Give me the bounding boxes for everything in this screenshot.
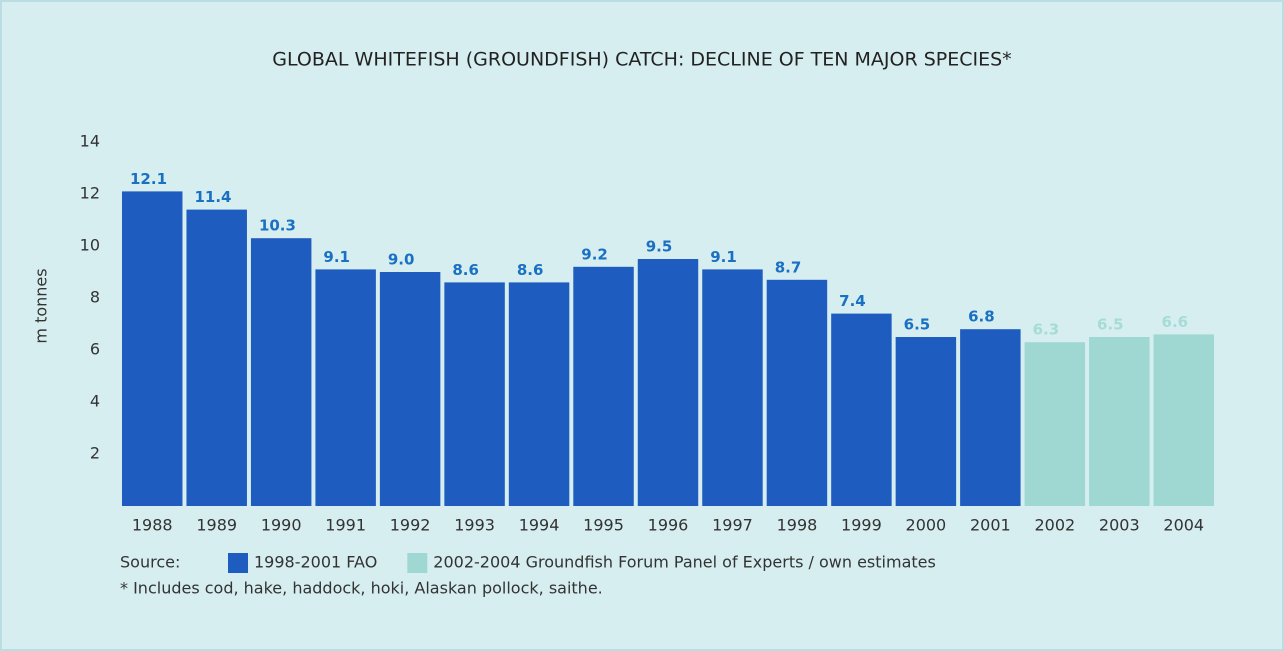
bar [122,191,182,506]
bar [1025,342,1085,506]
y-tick-label: 14 [80,132,100,151]
bar [315,269,375,506]
bar [444,282,504,506]
value-label: 9.1 [323,248,350,266]
x-tick-label: 1992 [390,516,431,535]
x-tick-label: 1998 [777,516,818,535]
y-tick-label: 8 [90,288,100,307]
value-label: 8.6 [517,261,544,279]
value-label: 6.8 [968,308,995,326]
x-tick-label: 1989 [196,516,237,535]
x-tick-label: 1994 [519,516,560,535]
bar [960,329,1020,506]
value-label: 8.6 [452,261,479,279]
value-label: 11.4 [194,188,231,206]
y-axis-label: m tonnes [32,268,51,343]
value-label: 6.5 [904,316,931,334]
value-label: 6.6 [1162,313,1189,331]
x-tick-label: 2000 [906,516,947,535]
value-label: 6.5 [1097,316,1124,334]
value-label: 6.3 [1033,321,1060,339]
bar [831,314,891,506]
y-tick-label: 2 [90,444,100,463]
x-tick-label: 1996 [648,516,689,535]
x-tick-label: 1995 [583,516,624,535]
bar [186,210,246,506]
x-tick-label: 2003 [1099,516,1140,535]
bar [380,272,440,506]
y-tick-label: 12 [80,184,100,203]
value-label: 12.1 [130,170,167,188]
chart: GLOBAL WHITEFISH (GROUNDFISH) CATCH: DEC… [0,0,1284,651]
x-tick-label: 1991 [325,516,366,535]
footnote: * Includes cod, hake, haddock, hoki, Ala… [120,579,603,598]
x-tick-label: 2001 [970,516,1011,535]
bar [1089,337,1149,506]
x-tick-label: 1988 [132,516,173,535]
x-tick-label: 2002 [1034,516,1075,535]
x-tick-label: 1993 [454,516,495,535]
legend-swatch [228,553,248,573]
bar [702,269,762,506]
y-tick-label: 10 [80,236,100,255]
value-label: 9.5 [646,238,673,256]
x-tick-label: 1999 [841,516,882,535]
bar [1154,334,1214,506]
y-tick-label: 6 [90,340,100,359]
bar [573,267,633,506]
value-label: 8.7 [775,258,802,276]
y-tick-label: 4 [90,392,100,411]
legend-swatch [407,553,427,573]
value-label: 10.3 [259,217,296,235]
source-label: Source: [120,553,180,572]
x-tick-label: 2004 [1163,516,1204,535]
value-label: 9.1 [710,248,737,266]
value-label: 7.4 [839,292,866,310]
chart-title: GLOBAL WHITEFISH (GROUNDFISH) CATCH: DEC… [272,49,1011,71]
legend-label: 1998-2001 FAO [254,553,377,572]
value-label: 9.2 [581,245,608,263]
x-tick-label: 1997 [712,516,753,535]
x-tick-label: 1990 [261,516,302,535]
bar [251,238,311,506]
value-label: 9.0 [388,251,415,269]
legend-label: 2002-2004 Groundfish Forum Panel of Expe… [433,553,936,572]
bar [638,259,698,506]
bar [896,337,956,506]
bar [767,280,827,506]
bar [509,282,569,506]
